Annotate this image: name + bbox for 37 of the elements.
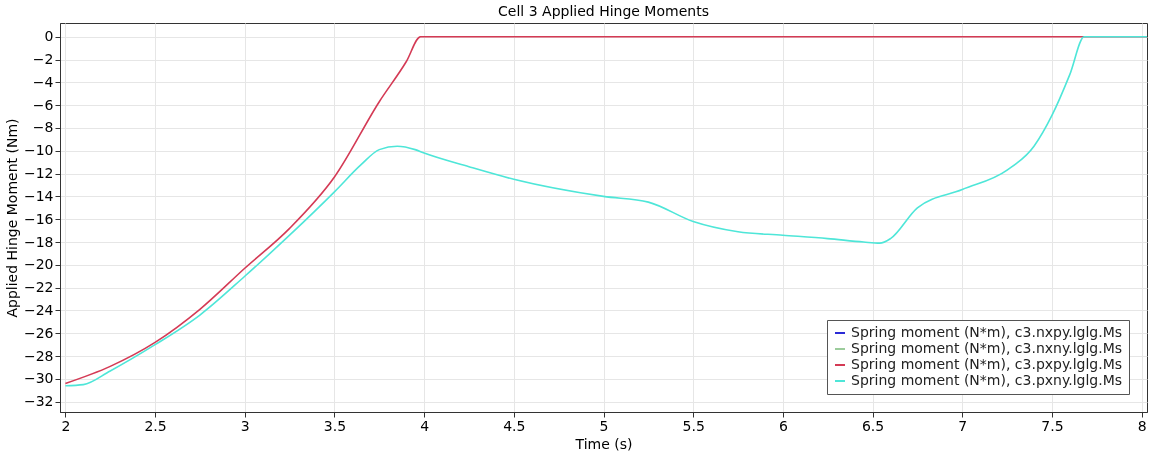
x-tick-label: 8 <box>1137 417 1147 434</box>
y-tick-label: −10 <box>23 142 54 159</box>
y-tick-label: −22 <box>23 279 54 296</box>
y-tick-label: −20 <box>23 256 54 273</box>
x-tick-label: 6 <box>778 417 788 434</box>
x-tick-label: 7.5 <box>1041 417 1064 434</box>
x-tick-label: 3.5 <box>323 417 347 434</box>
legend-label: Spring moment (N*m), c3.nxny.lglg.Ms <box>851 340 1123 356</box>
x-tick-label: 4 <box>420 417 430 434</box>
x-tick-label: 6.5 <box>861 417 885 434</box>
y-tick-label: −24 <box>23 301 54 318</box>
x-tick-label: 3 <box>240 417 250 434</box>
y-tick-label: −6 <box>32 96 54 113</box>
legend-label: Spring moment (N*m), c3.pxpy.lglg.Ms <box>851 356 1123 372</box>
y-tick-label: −4 <box>32 73 54 90</box>
x-tick-label: 2 <box>61 417 71 434</box>
y-tick-label: −8 <box>32 119 54 136</box>
chart-title: Cell 3 Applied Hinge Moments <box>498 3 709 19</box>
legend-label: Spring moment (N*m), c3.nxpy.lglg.Ms <box>851 324 1123 340</box>
x-tick-label: 5.5 <box>682 417 705 434</box>
y-tick-label: −26 <box>23 324 54 341</box>
x-tick-label: 7 <box>958 417 968 434</box>
y-axis-title: Applied Hinge Moment (Nm) <box>3 118 20 318</box>
y-tick-label: −16 <box>23 210 54 227</box>
y-tick-label: −14 <box>23 187 54 204</box>
x-tick-label: 5 <box>599 417 609 434</box>
x-tick-label: 4.5 <box>503 417 526 434</box>
y-tick-label: −18 <box>23 233 54 250</box>
legend-label: Spring moment (N*m), c3.pxny.lglg.Ms <box>851 372 1123 388</box>
y-tick-label: −32 <box>23 393 54 410</box>
y-tick-label: −12 <box>23 165 54 182</box>
x-tick-label: 2.5 <box>144 417 167 434</box>
y-tick-label: −2 <box>32 51 54 67</box>
x-axis-title: Time (s) <box>574 435 633 452</box>
y-tick-label: −30 <box>23 370 54 387</box>
y-tick-label: −28 <box>23 347 54 364</box>
y-tick-label: 0 <box>44 28 54 45</box>
